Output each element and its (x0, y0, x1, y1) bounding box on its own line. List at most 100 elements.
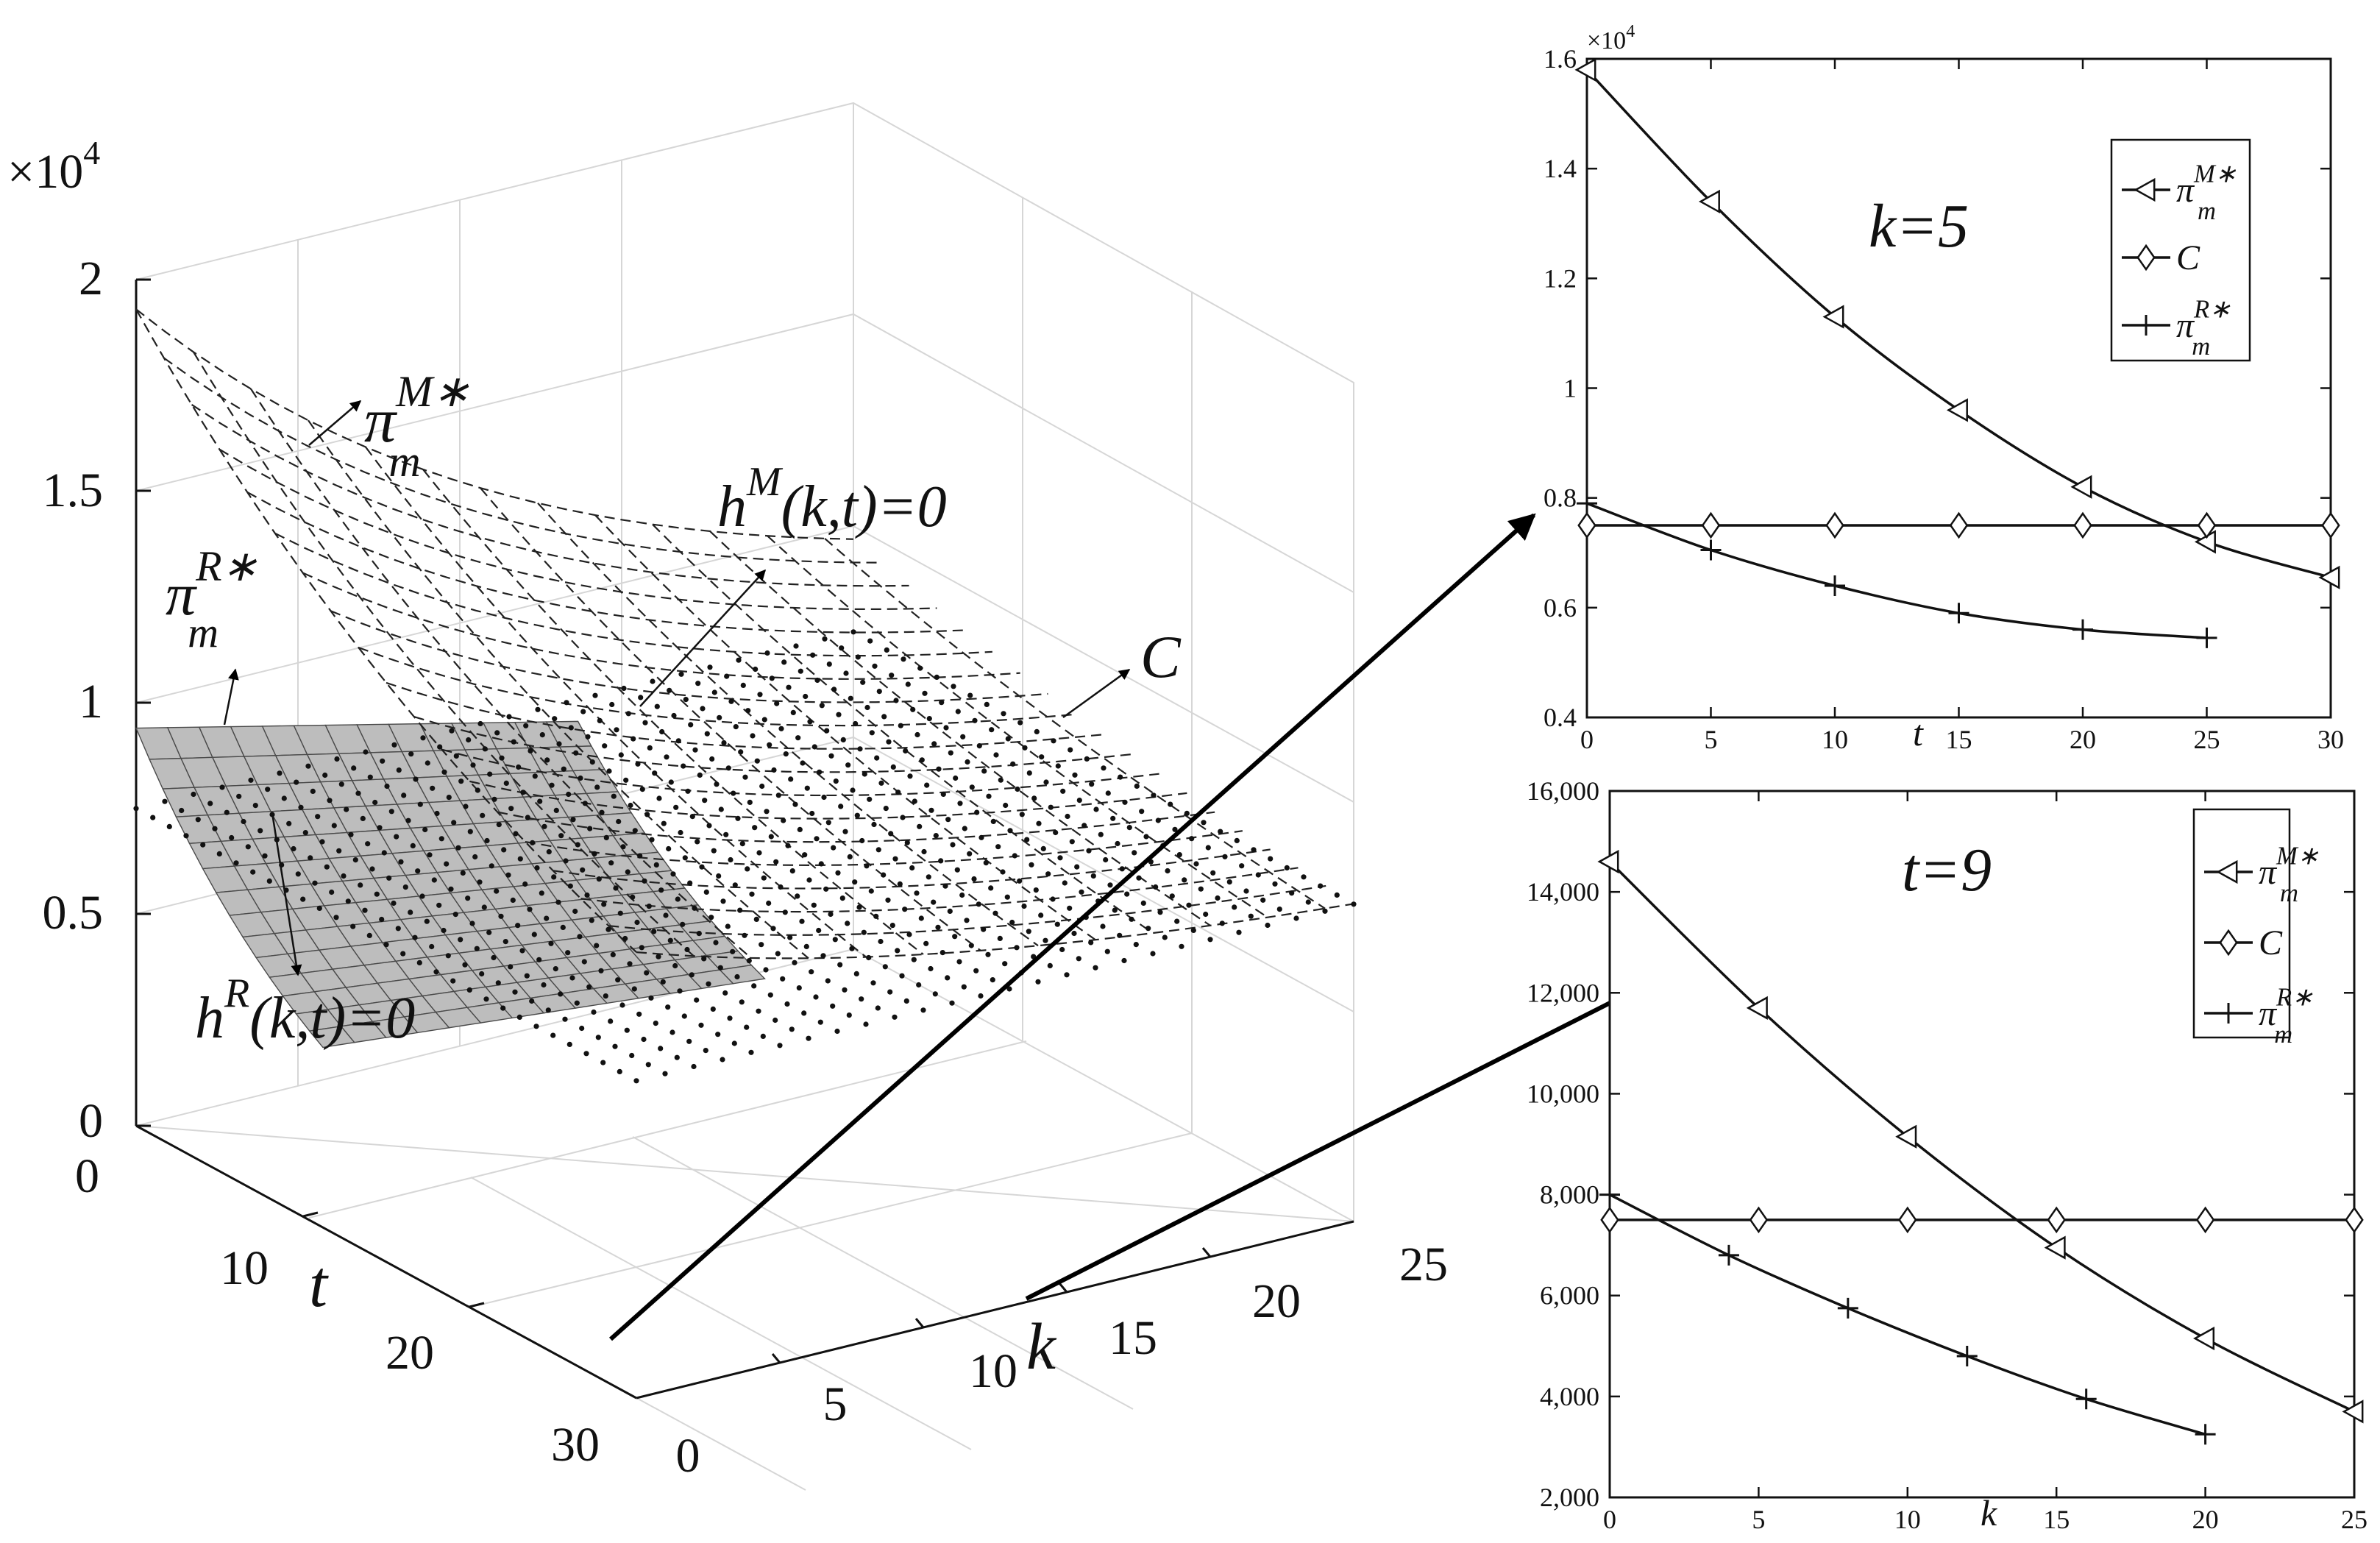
surface-dot (674, 1054, 680, 1060)
surface-dot (824, 728, 830, 734)
surface-dot (642, 878, 647, 884)
surface-dot (241, 818, 246, 825)
surface-dot (578, 775, 583, 781)
surface-dot (355, 790, 361, 796)
surface-line (469, 780, 1187, 820)
surface-dot (1145, 926, 1151, 932)
surface-dot (541, 823, 547, 829)
surface-dot (484, 837, 490, 844)
back-wall-grid (135, 102, 1354, 1491)
surface-dot (1084, 756, 1090, 762)
surface-dot (537, 798, 543, 804)
surface-dot (831, 845, 836, 851)
surface-dot (857, 746, 863, 752)
surface-dot (455, 845, 461, 851)
surface-dot (592, 692, 598, 698)
surface-line (358, 646, 1076, 727)
surface-dot (527, 907, 533, 912)
surface-dot (453, 753, 459, 759)
surface-dot (897, 881, 903, 887)
surface-dot (1072, 772, 1078, 778)
surface-dot (183, 833, 189, 839)
surface-dot (1071, 930, 1077, 937)
surface-dot (653, 1021, 658, 1026)
surface-dot (828, 753, 834, 759)
surface-dot (606, 768, 612, 774)
surface-dot (236, 793, 242, 799)
legend-label: πR∗ m (2259, 984, 2313, 1049)
marker-plus (1700, 539, 1722, 561)
surface-dot (441, 927, 447, 934)
surface-dot (388, 809, 394, 815)
surface-dot (1065, 813, 1070, 820)
surface-dot (466, 987, 472, 993)
surface-dot (207, 801, 213, 806)
surface-dot (419, 893, 425, 899)
surface-dot (1062, 880, 1068, 886)
surface-dot (935, 924, 941, 930)
surface-dot (1205, 845, 1211, 851)
series-1 (1577, 511, 2340, 539)
surface-dot (793, 643, 799, 649)
surface-dot (470, 762, 476, 768)
marker-diamond (1749, 1206, 1769, 1234)
marker-plus (2075, 1388, 2097, 1410)
surface-dot (483, 996, 489, 1002)
ytick-label: 1 (1563, 374, 1577, 403)
surface-dot (496, 822, 502, 828)
surface-dot (670, 871, 676, 877)
surface-dot (446, 795, 452, 801)
xtick-label: 5 (1752, 1505, 1765, 1534)
marker-diamond (1949, 511, 1969, 539)
ktick-25: 25 (1399, 1238, 1448, 1291)
surface-dot (919, 757, 925, 763)
surface-dot (431, 877, 437, 883)
surface-dot (782, 909, 788, 915)
surface-dot (900, 815, 906, 820)
surface-dot (910, 706, 916, 712)
surface-dot (1168, 801, 1173, 807)
surface-dot (1268, 856, 1274, 862)
surface-dot (534, 865, 540, 871)
surface-dot (717, 965, 723, 971)
surface-dot (848, 695, 853, 701)
ttick-30: 30 (551, 1418, 600, 1472)
surface-line (537, 502, 1039, 947)
z-multiplier: ×104 (7, 134, 100, 199)
ttick-20: 20 (386, 1326, 434, 1380)
surface-dot (951, 684, 956, 689)
marker-plus (1948, 603, 1969, 624)
surface-dot (486, 929, 492, 935)
surface-dot (600, 1060, 606, 1065)
surface-dot (904, 840, 910, 845)
surface-dot (310, 788, 316, 794)
surface-dot (631, 986, 637, 992)
surface-dot (531, 932, 537, 937)
surface-dot (940, 791, 946, 797)
surface-dot (820, 953, 826, 959)
surface-dot (1088, 940, 1094, 946)
surface-dot (884, 647, 889, 653)
surface-dot (811, 902, 817, 908)
surface-dot (379, 916, 385, 923)
surface-dot (735, 815, 741, 821)
surface-dot (1284, 865, 1290, 870)
surface-dot (761, 717, 767, 723)
surface-dot (570, 817, 576, 823)
marker-diamond (2195, 1206, 2215, 1234)
surface-dot (899, 973, 905, 979)
surface-dot (1239, 863, 1245, 869)
surface-dot (501, 847, 507, 853)
surface-dot (742, 774, 748, 780)
surface-dot (673, 804, 679, 810)
surface-dot (789, 1026, 795, 1032)
ytick-label: 2,000 (1540, 1483, 1599, 1512)
surface-line (497, 811, 1215, 843)
surface-dot (348, 831, 354, 837)
surface-dot (315, 814, 321, 820)
surface-dot (319, 839, 325, 845)
surface-dot (1201, 820, 1207, 826)
surface-dot (669, 1029, 675, 1035)
surface-dot (1040, 845, 1046, 851)
marker-diamond (2047, 1206, 2066, 1234)
